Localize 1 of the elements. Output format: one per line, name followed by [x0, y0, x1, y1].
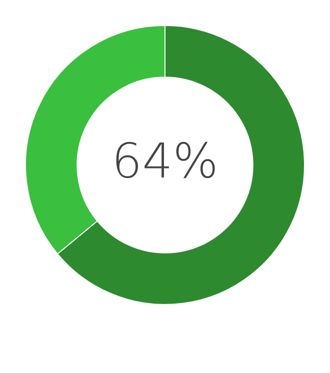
text: 64%	[112, 133, 218, 190]
